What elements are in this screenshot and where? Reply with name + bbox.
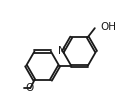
Text: N: N bbox=[58, 46, 66, 57]
Text: O: O bbox=[26, 83, 34, 93]
Text: OH: OH bbox=[100, 22, 116, 32]
